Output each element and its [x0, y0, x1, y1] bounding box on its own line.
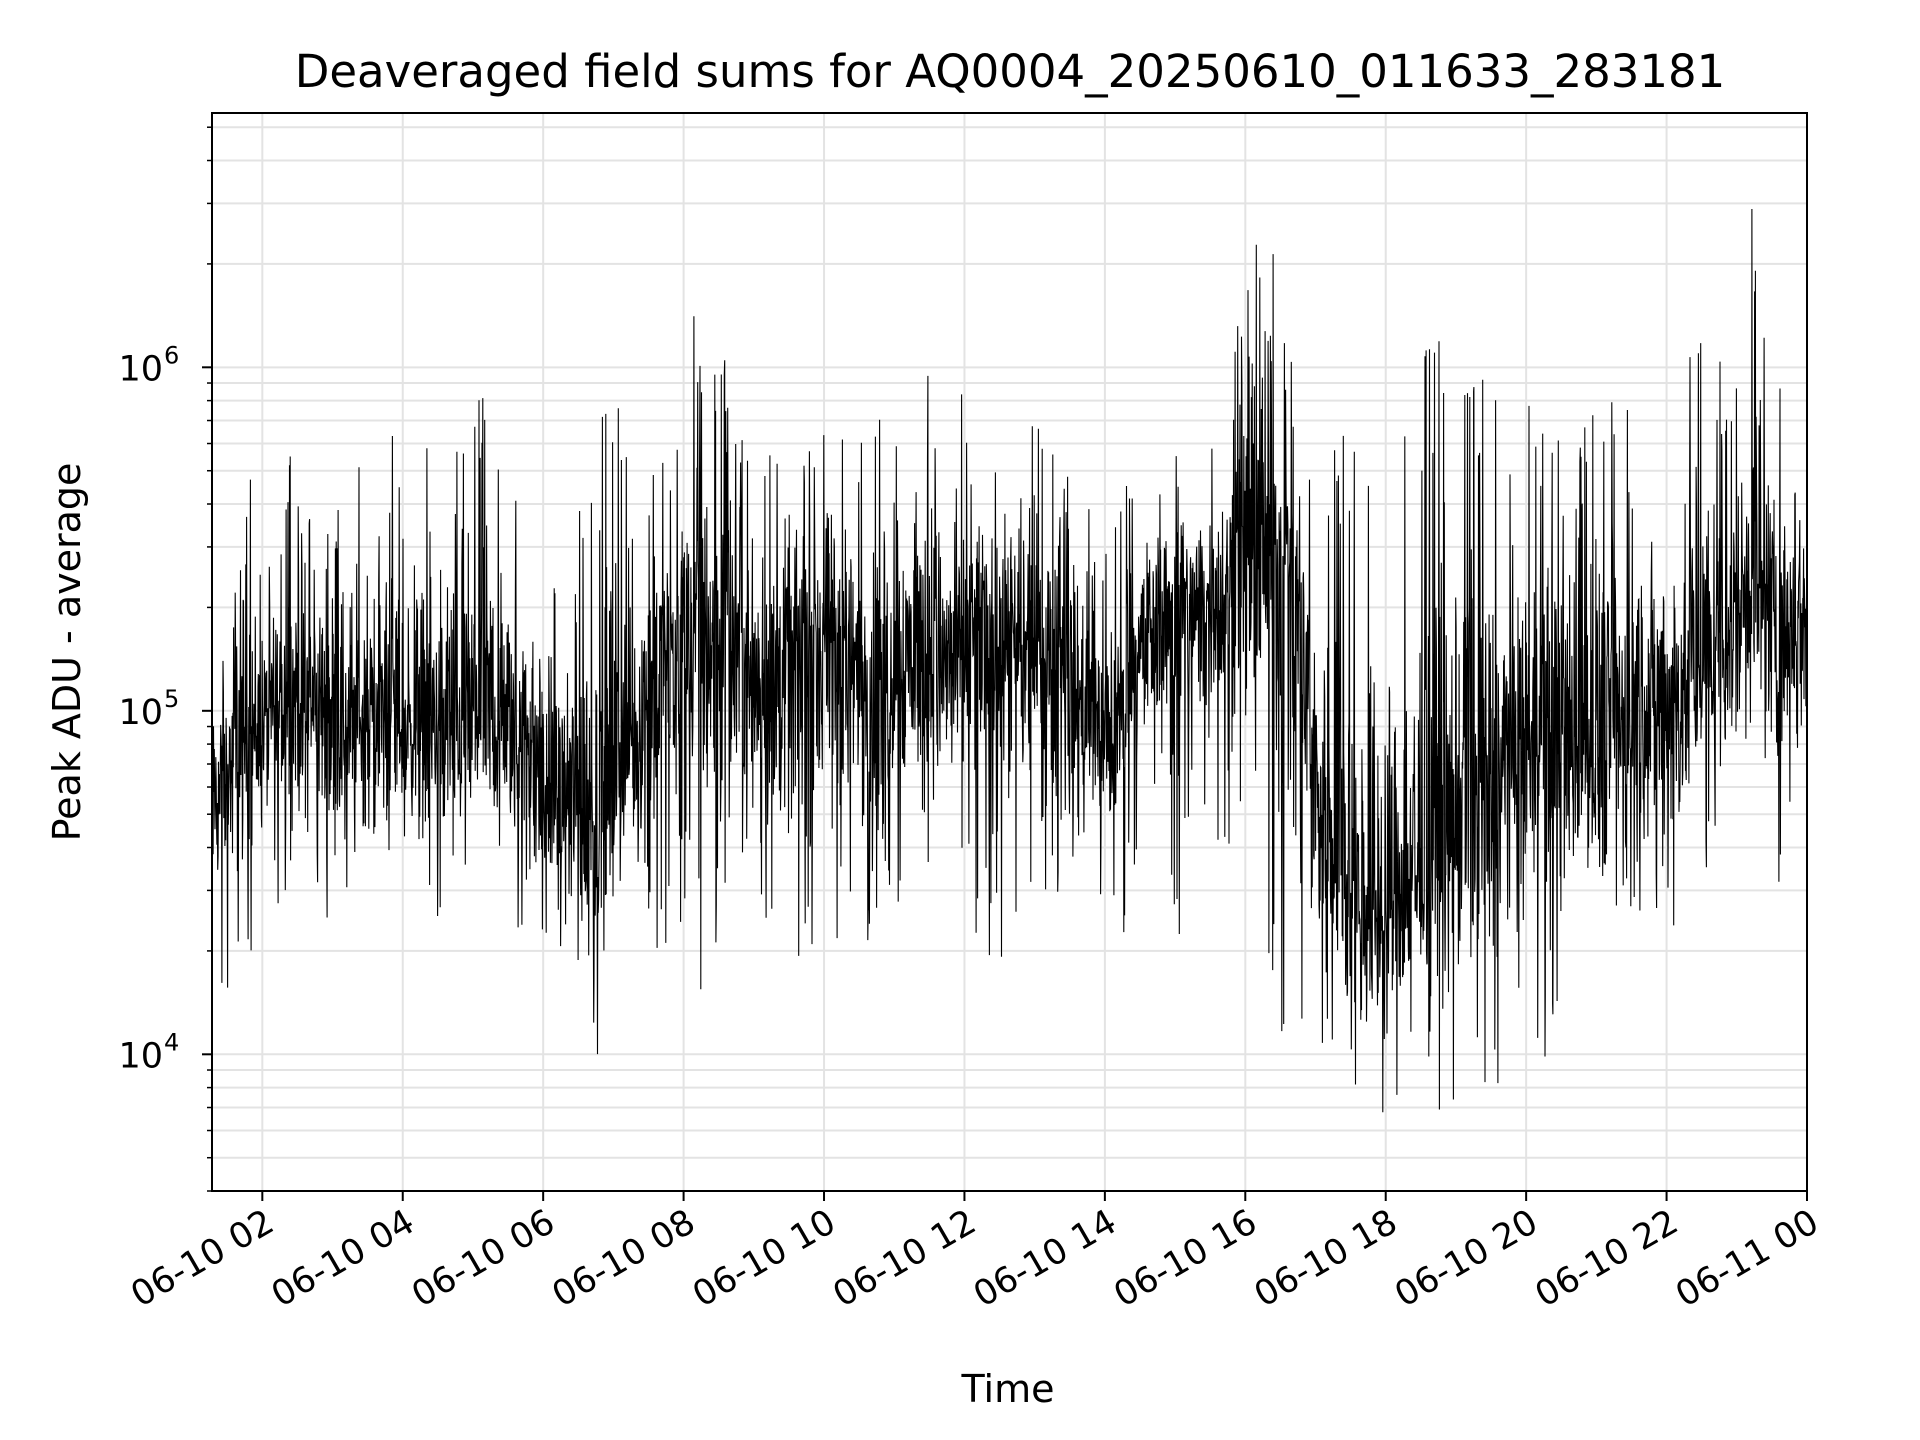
y-tick-exponent-1: 5 [164, 685, 179, 713]
y-tick-label-1: 10 5 [118, 685, 179, 733]
y-tick-base-2: 10 [118, 349, 163, 389]
data-series [211, 208, 1808, 1113]
y-tick-exponent-0: 4 [164, 1028, 179, 1056]
x-axis-label: Time [961, 1367, 1055, 1411]
y-tick-label-2: 10 6 [118, 341, 179, 389]
plot-area-frame [211, 112, 1808, 1192]
y-tick-label-0: 10 4 [118, 1028, 179, 1076]
y-tick-exponent-2: 6 [164, 341, 179, 369]
y-axis-label: Peak ADU - average [45, 463, 89, 842]
y-tick-base-1: 10 [118, 693, 163, 733]
series-line-0 [211, 208, 1808, 1113]
y-tick-base-0: 10 [118, 1036, 163, 1076]
chart-title: Deaveraged field sums for AQ0004_2025061… [295, 45, 1726, 98]
